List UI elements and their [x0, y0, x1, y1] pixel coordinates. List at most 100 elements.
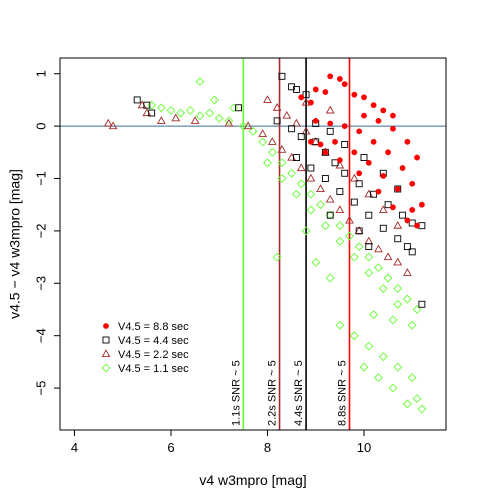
data-point: [171, 113, 181, 122]
data-point: [336, 76, 343, 82]
data-point: [195, 111, 205, 121]
data-point: [383, 273, 393, 283]
legend: V4.5 = 8.8 sec V4.5 = 4.4 sec V4.5 = 2.2 s…: [101, 321, 189, 375]
data-point: [277, 158, 287, 168]
data-point: [345, 215, 354, 224]
x-tick-label: 4: [71, 440, 78, 455]
data-point: [388, 315, 398, 325]
data-point: [243, 121, 253, 130]
data-point: [335, 320, 345, 330]
x-tick-label: 10: [357, 440, 371, 455]
data-point: [235, 104, 242, 112]
data-point: [301, 226, 311, 236]
data-point: [394, 235, 402, 243]
data-point: [412, 394, 422, 403]
data-point: [393, 220, 403, 229]
data-point: [369, 310, 379, 320]
data-point: [326, 211, 334, 219]
data-point: [365, 211, 373, 219]
x-axis-label: v4 w3mpro [mag]: [199, 472, 306, 488]
data-point: [384, 201, 392, 209]
series-1: [133, 72, 426, 308]
data-point: [378, 284, 388, 293]
data-point: [205, 108, 215, 118]
data-point: [224, 118, 234, 127]
data-point: [273, 117, 281, 125]
data-point: [351, 91, 358, 98]
data-point: [409, 180, 416, 187]
data-point: [302, 91, 310, 99]
data-point: [291, 189, 301, 199]
data-point: [394, 186, 401, 192]
data-point: [365, 243, 373, 251]
data-point: [414, 154, 420, 161]
data-point: [156, 103, 166, 113]
data-point: [214, 113, 224, 123]
snr-label-0: 1.1s SNR ~ 5: [230, 360, 242, 426]
data-point: [103, 118, 113, 127]
y-tick-label: −3: [33, 276, 48, 291]
data-point: [380, 107, 387, 114]
snr-label-3: 8.8s SNR ~ 5: [337, 360, 349, 426]
data-point: [349, 173, 359, 182]
data-point: [312, 117, 319, 124]
data-point: [383, 252, 393, 261]
data-point: [263, 158, 272, 168]
data-point: [365, 159, 372, 166]
data-point: [378, 205, 388, 213]
data-point: [393, 284, 403, 293]
data-point: [354, 242, 364, 252]
data-point: [327, 73, 334, 80]
y-tick-label: −2: [33, 223, 48, 238]
data-point: [308, 99, 314, 106]
data-point: [408, 219, 416, 227]
y-tick-label: −4: [33, 328, 48, 343]
data-point: [320, 221, 330, 231]
data-point: [403, 268, 412, 276]
data-point: [258, 129, 268, 138]
data-point: [292, 118, 301, 127]
data-point: [394, 185, 402, 193]
data-point: [277, 174, 287, 183]
data-point: [288, 125, 296, 133]
data-point: [335, 221, 345, 231]
data-point: [417, 404, 427, 414]
y-tick-label: 1: [33, 70, 48, 77]
legend-marker-3: [101, 363, 111, 373]
data-point: [166, 105, 176, 115]
data-point: [292, 154, 300, 161]
data-point: [364, 268, 374, 278]
data-point: [409, 207, 416, 213]
data-point: [176, 108, 186, 118]
data-point: [190, 116, 200, 124]
data-point: [307, 164, 315, 172]
data-point: [267, 147, 277, 157]
series-0: [298, 73, 425, 229]
data-point: [390, 204, 396, 211]
data-point: [341, 169, 349, 177]
data-point: [306, 173, 316, 182]
data-point: [321, 148, 329, 156]
data-point: [325, 273, 335, 283]
x-tick-label: 6: [167, 440, 174, 455]
data-point: [272, 103, 282, 111]
data-point: [356, 128, 363, 135]
snr-label-2: 4.4s SNR ~ 5: [293, 360, 305, 426]
data-point: [301, 97, 311, 106]
data-point: [418, 201, 425, 208]
data-point: [336, 188, 344, 196]
data-point: [355, 227, 363, 235]
data-point: [277, 144, 287, 153]
data-point: [325, 194, 335, 203]
legend-marker-0: [103, 323, 109, 329]
snr-label-1: 2.2s SNR ~ 5: [267, 360, 279, 426]
data-point: [287, 168, 297, 178]
data-point: [306, 205, 316, 215]
y-axis-label: v4.5 − v4 w3mpro [mag]: [7, 169, 23, 319]
data-point: [156, 116, 166, 124]
data-point: [345, 231, 354, 241]
data-point: [296, 163, 306, 172]
data-point: [385, 149, 392, 156]
data-point: [380, 172, 387, 179]
y-tick-label: −5: [33, 381, 48, 396]
